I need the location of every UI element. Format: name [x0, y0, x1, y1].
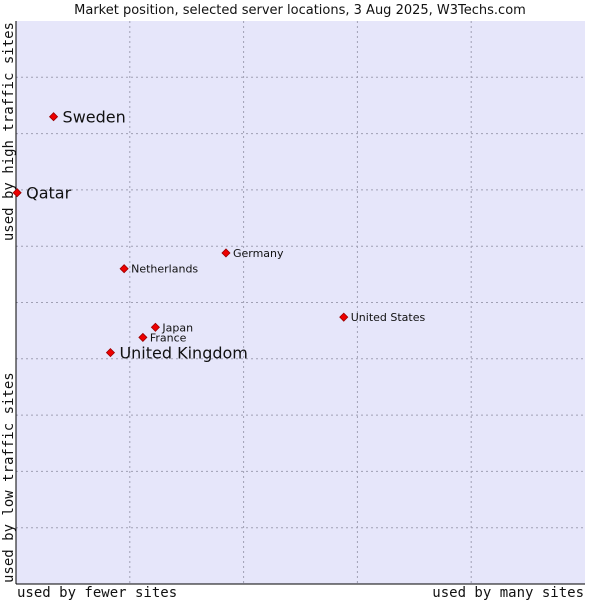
point-label: France [150, 331, 187, 344]
point-france: France [138, 331, 187, 344]
axes [15, 21, 585, 585]
point-marker [12, 188, 22, 198]
point-marker [105, 348, 116, 358]
point-sweden: Sweden [48, 108, 126, 127]
point-label: Sweden [63, 108, 126, 127]
point-label: Germany [233, 247, 284, 260]
point-label: United States [351, 311, 426, 324]
point-label: United Kingdom [119, 344, 247, 363]
point-label: Netherlands [131, 263, 198, 276]
point-marker [339, 312, 349, 322]
grid-lines [16, 21, 585, 584]
plot-area [16, 21, 585, 584]
point-netherlands: Netherlands [119, 263, 198, 276]
x-axis-label-right: used by many sites [432, 585, 584, 600]
point-label: Qatar [26, 184, 71, 203]
point-marker [150, 322, 160, 332]
point-label: Japan [161, 321, 193, 334]
x-axis-label-left: used by fewer sites [17, 585, 177, 600]
point-marker [48, 112, 59, 122]
point-qatar: Qatar [12, 184, 72, 203]
data-points: Sweden Qatar Germany Netherlands United Stat… [12, 108, 426, 363]
y-axis-label-bottom: used by low traffic sites [1, 372, 17, 583]
point-japan: Japan [150, 321, 193, 334]
point-united-kingdom: United Kingdom [105, 344, 248, 363]
point-marker [221, 248, 231, 258]
y-axis-label-top: used by high traffic sites [1, 22, 17, 241]
point-germany: Germany [221, 247, 284, 260]
chart-title: Market position, selected server locatio… [74, 3, 526, 18]
point-marker [138, 332, 148, 342]
point-marker [119, 264, 129, 274]
point-united-states: United States [339, 311, 426, 324]
